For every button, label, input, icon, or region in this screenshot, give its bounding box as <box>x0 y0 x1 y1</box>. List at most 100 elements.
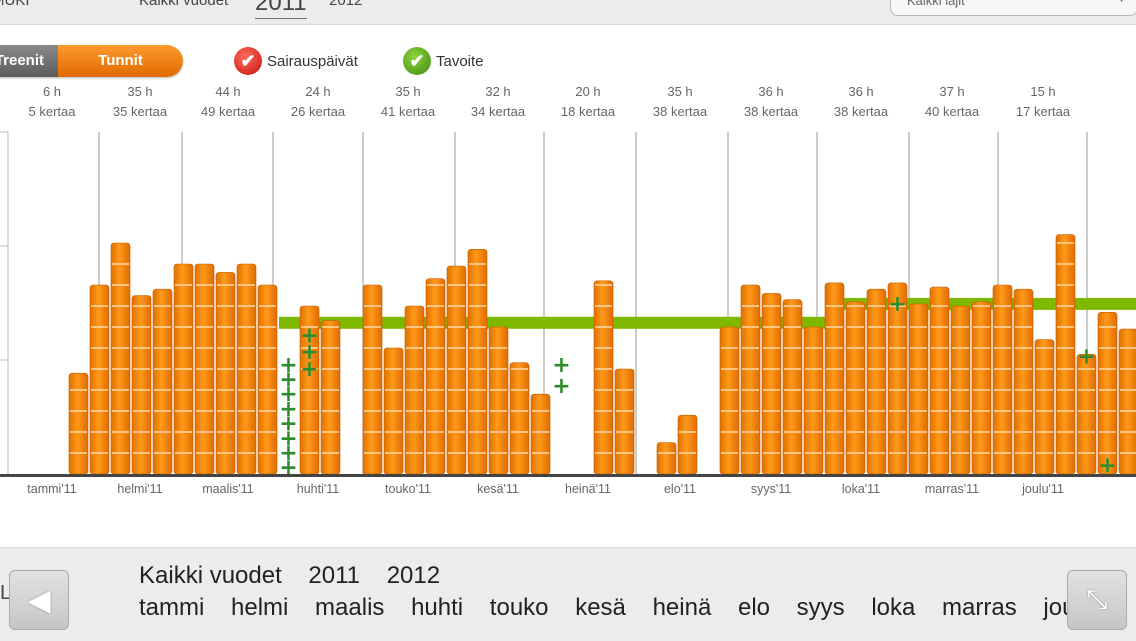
all-years-tab[interactable]: Kaikki vuodet <box>139 0 229 9</box>
sick-day-marker: + <box>1077 344 1095 369</box>
week-bar[interactable] <box>404 305 425 475</box>
week-bar[interactable] <box>824 282 845 475</box>
week-bar[interactable] <box>593 280 614 475</box>
month-hours: 15 h <box>1030 84 1056 99</box>
month-nav-item[interactable]: joulu <box>1043 594 1069 621</box>
week-bar[interactable] <box>173 263 194 475</box>
week-bar[interactable] <box>950 305 971 475</box>
top-left-label[interactable]: MUKI <box>0 0 30 9</box>
month-times: 18 kertaa <box>560 104 616 119</box>
week-bar[interactable] <box>992 284 1013 475</box>
goal-segment <box>1035 297 1056 310</box>
week-bar[interactable] <box>446 265 467 475</box>
month-nav-item[interactable]: heinä <box>652 594 712 621</box>
week-bar[interactable] <box>152 288 173 475</box>
year-nav-all[interactable]: Kaikki vuodet <box>139 562 282 589</box>
week-bar[interactable] <box>299 305 320 475</box>
week-bar[interactable] <box>383 347 404 475</box>
week-bar[interactable] <box>1055 234 1076 475</box>
week-bar[interactable] <box>131 295 152 475</box>
week-bar[interactable] <box>656 442 677 475</box>
month-stat: 35 h 41 kertaa <box>368 82 448 122</box>
sport-select[interactable]: Kaikki lajit ▼ <box>890 0 1136 16</box>
month-axis-label: kesä'11 <box>477 482 519 496</box>
week-bar[interactable] <box>1076 354 1097 475</box>
legend-sick-days[interactable]: ✔ Sairauspäivät <box>234 46 358 76</box>
sick-day-marker: + <box>279 368 297 393</box>
week-bar[interactable] <box>908 303 929 475</box>
sick-day-marker: + <box>279 441 297 466</box>
goal-segment <box>384 316 405 329</box>
week-bar[interactable] <box>110 242 131 475</box>
year-nav: Kaikki vuodet 2011 2012 <box>139 562 460 590</box>
goal-segment <box>1119 297 1136 310</box>
week-bar[interactable] <box>89 284 110 475</box>
goal-segment <box>720 316 741 329</box>
year-tab[interactable]: 2012 <box>329 0 363 9</box>
goal-segment <box>699 316 720 329</box>
week-bar[interactable] <box>194 263 215 475</box>
week-bar[interactable] <box>257 284 278 475</box>
month-nav-item[interactable]: loka <box>871 594 916 621</box>
week-bar[interactable] <box>530 393 551 475</box>
month-nav-item[interactable]: touko <box>489 594 549 621</box>
month-hours: 35 h <box>127 84 153 99</box>
week-bar[interactable] <box>929 286 950 475</box>
week-bar[interactable] <box>719 326 740 475</box>
month-nav-item[interactable]: helmi <box>231 594 289 621</box>
month-nav-item[interactable]: maalis <box>315 594 385 621</box>
week-bar[interactable] <box>215 272 236 475</box>
week-bar[interactable] <box>971 301 992 475</box>
week-bar[interactable] <box>1097 312 1118 475</box>
month-nav-item[interactable]: syys <box>796 594 845 621</box>
month-nav-item[interactable]: tammi <box>139 594 205 621</box>
week-bar[interactable] <box>677 414 698 475</box>
week-bar[interactable] <box>866 288 887 475</box>
legend-goal[interactable]: ✔ Tavoite <box>403 46 484 76</box>
collapse-button[interactable]: ⤡ <box>1067 570 1127 630</box>
week-bar[interactable] <box>761 293 782 475</box>
month-times: 26 kertaa <box>290 104 346 119</box>
toggle-tunnit[interactable]: Tunnit <box>58 45 183 77</box>
week-bar[interactable] <box>509 362 530 475</box>
toggle-treenit[interactable]: Treenit <box>0 45 58 77</box>
back-button[interactable]: ◀ <box>9 570 69 630</box>
month-axis-label: elo'11 <box>663 482 697 496</box>
month-times: 38 kertaa <box>833 104 889 119</box>
week-bar[interactable] <box>740 284 761 475</box>
legend-sick-days-label: Sairauspäivät <box>267 52 358 70</box>
check-red-icon: ✔ <box>234 47 262 75</box>
month-axis-label: touko'11 <box>385 482 431 496</box>
month-nav-item[interactable]: kesä <box>575 594 626 621</box>
arrow-left-icon: ◀ <box>27 583 51 617</box>
month-times: 17 kertaa <box>1015 104 1071 119</box>
goal-segment <box>636 316 657 329</box>
week-bar[interactable] <box>614 368 635 475</box>
month-axis-label: maalis'11 <box>202 482 254 496</box>
week-bar[interactable] <box>803 326 824 475</box>
goal-segment <box>657 316 678 329</box>
month-nav-item[interactable]: huhti <box>411 594 464 621</box>
sick-day-marker: + <box>552 374 570 399</box>
week-bar[interactable] <box>488 326 509 475</box>
week-bar[interactable] <box>68 372 89 475</box>
week-bar[interactable] <box>1013 288 1034 475</box>
sick-day-marker: + <box>1098 454 1116 479</box>
week-bar[interactable] <box>362 284 383 475</box>
week-bar[interactable] <box>782 299 803 475</box>
week-bar[interactable] <box>1034 339 1055 475</box>
sick-day-marker: + <box>279 426 297 451</box>
week-bar[interactable] <box>425 278 446 475</box>
month-nav-item[interactable]: marras <box>942 594 1017 621</box>
year-nav-2012[interactable]: 2012 <box>386 562 441 589</box>
week-bar[interactable] <box>236 263 257 475</box>
month-nav-item[interactable]: elo <box>737 594 770 621</box>
year-tab-selected[interactable]: 2011 <box>255 0 307 19</box>
week-bar[interactable] <box>845 301 866 475</box>
week-bar[interactable] <box>320 320 341 475</box>
month-stat: 20 h 18 kertaa <box>548 82 628 122</box>
year-nav-2011[interactable]: 2011 <box>308 562 361 589</box>
month-hours: 35 h <box>667 84 693 99</box>
week-bar[interactable] <box>467 249 488 475</box>
week-bar[interactable] <box>1118 328 1136 475</box>
